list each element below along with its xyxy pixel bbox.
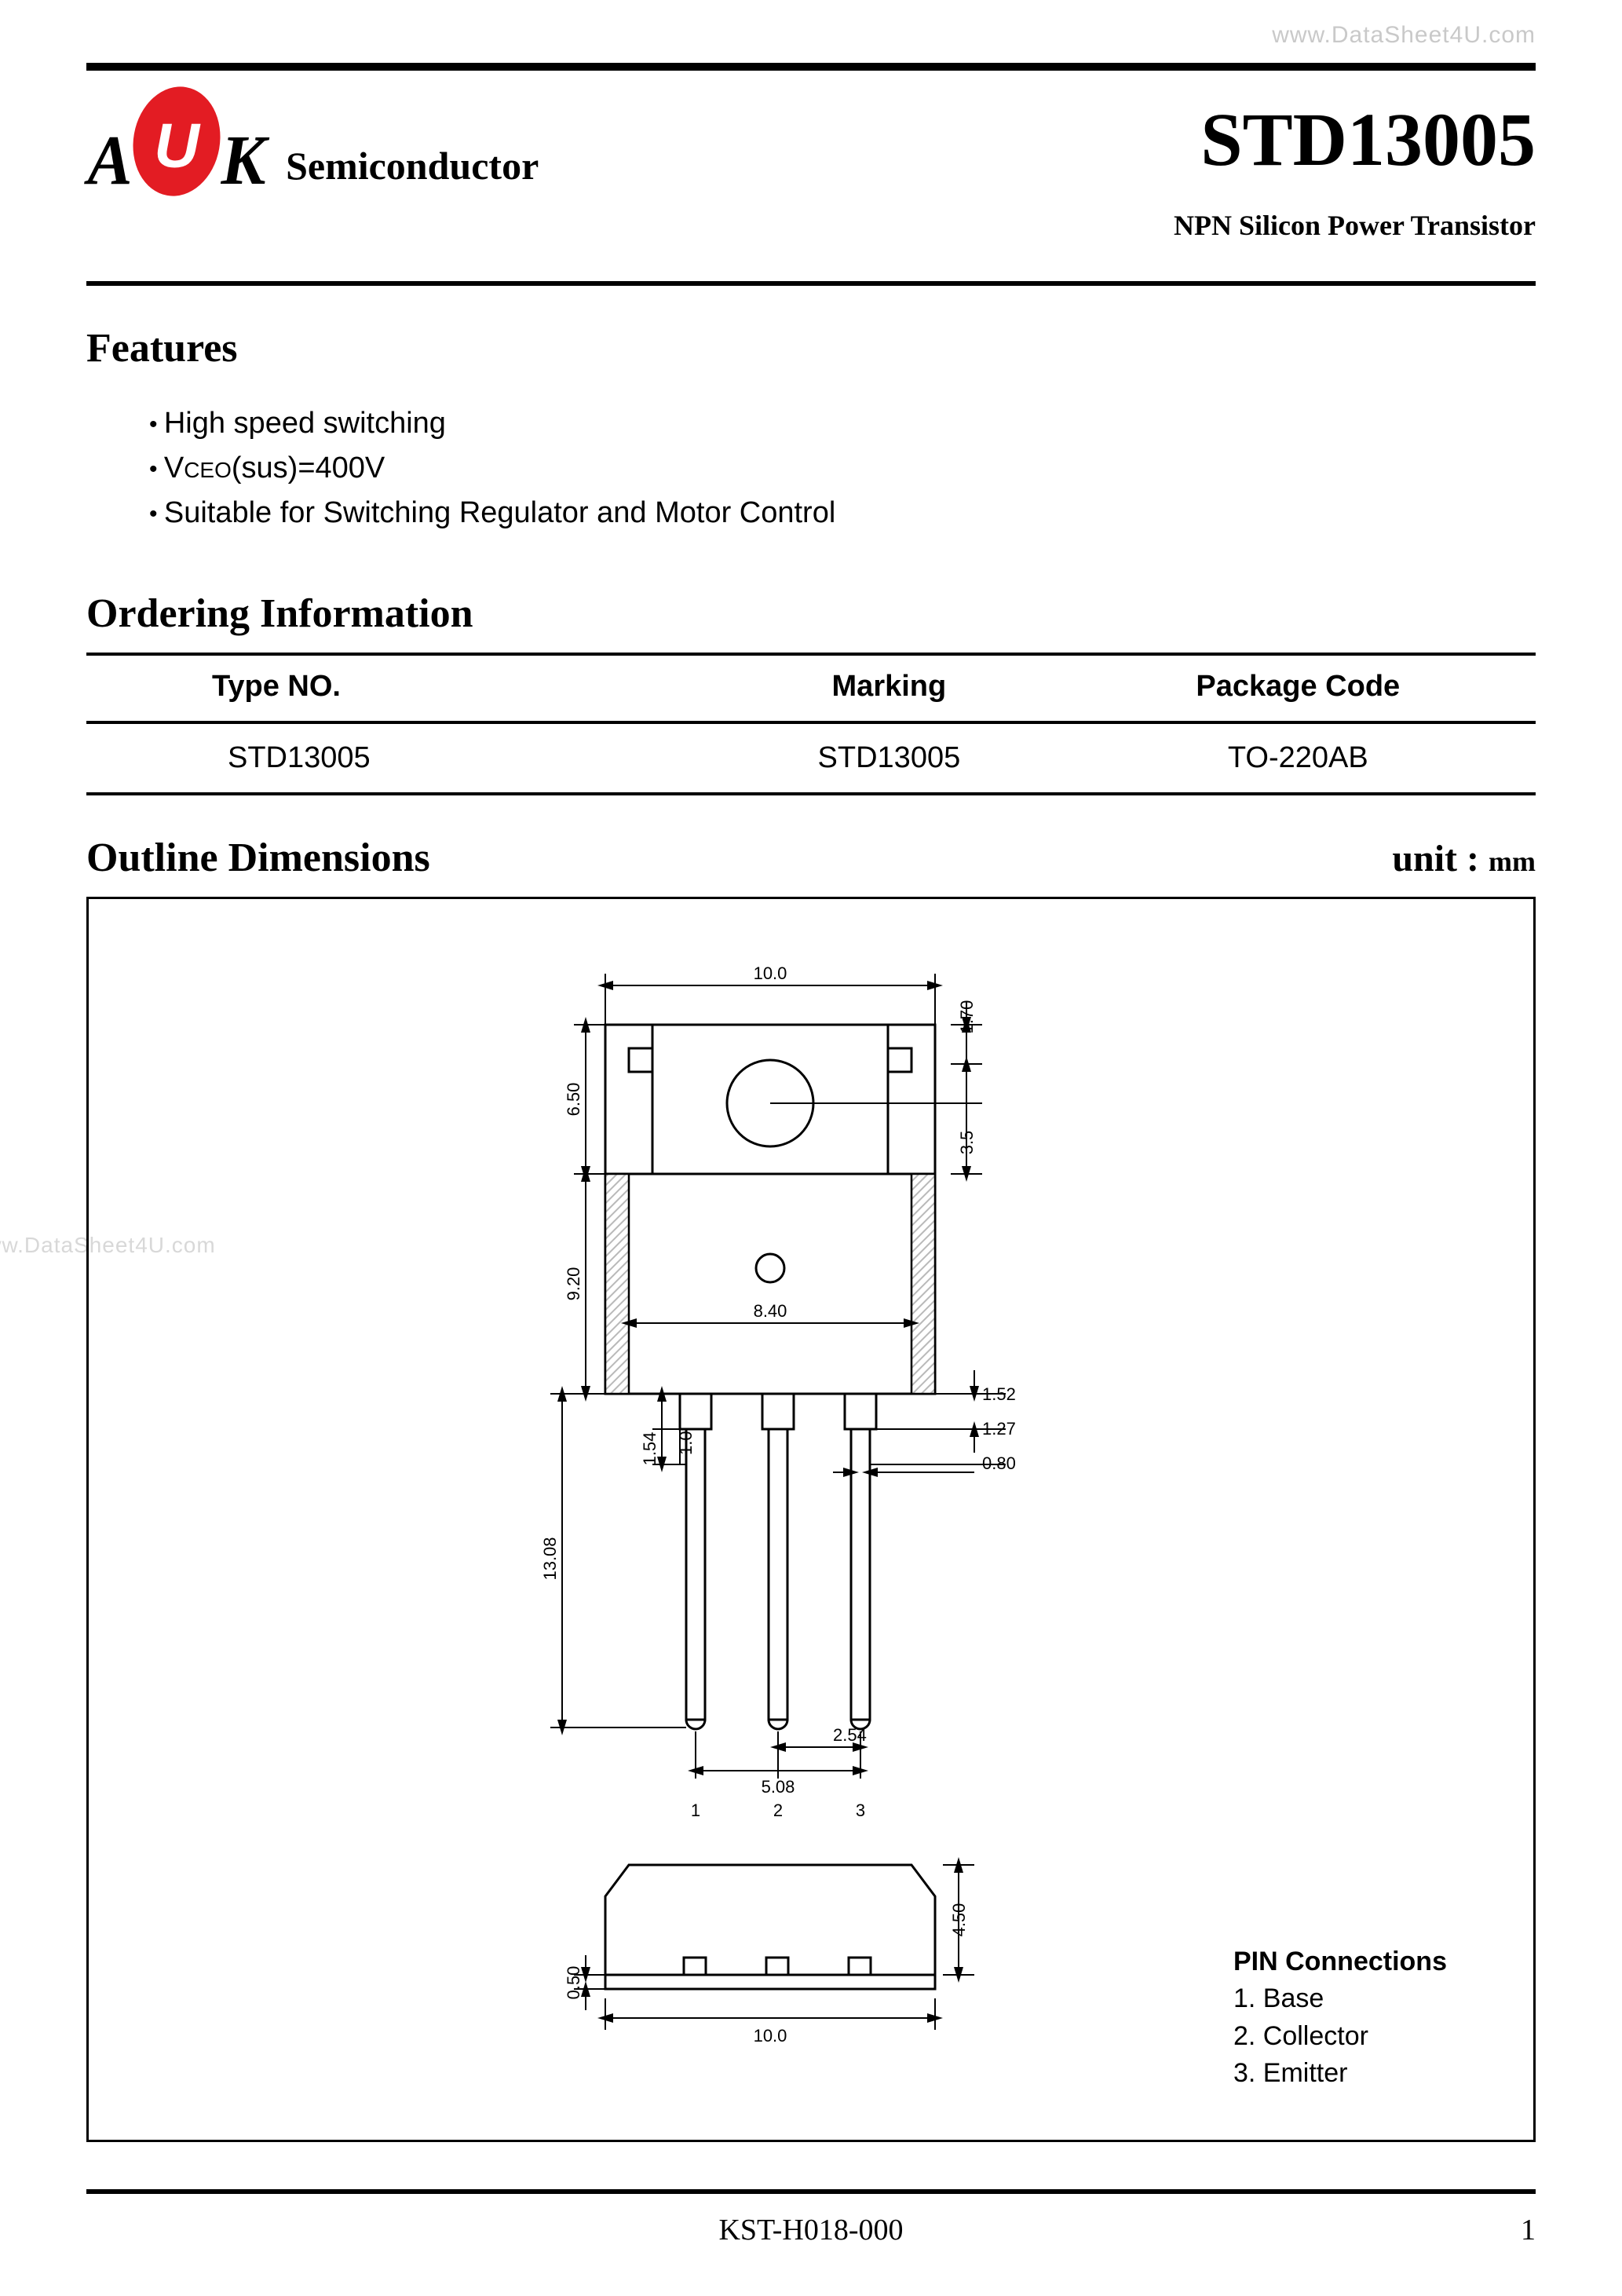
svg-text:9.20: 9.20 bbox=[564, 1267, 583, 1301]
header-divider bbox=[86, 281, 1536, 286]
svg-text:10.0: 10.0 bbox=[754, 2026, 787, 2046]
svg-text:8.40: 8.40 bbox=[754, 1301, 787, 1321]
to220-diagram: 8.40 bbox=[401, 938, 1108, 2100]
logo-letter-u: U bbox=[133, 102, 220, 196]
ordering-title: Ordering Information bbox=[86, 590, 1536, 637]
doc-number: KST-H018-000 bbox=[718, 2213, 903, 2247]
svg-text:5.08: 5.08 bbox=[762, 1777, 795, 1797]
pin-connections: PIN Connections 1. Base 2. Collector 3. … bbox=[1233, 1943, 1447, 2093]
svg-text:4.50: 4.50 bbox=[949, 1903, 969, 1937]
table-cell: STD13005 bbox=[718, 722, 1060, 794]
features-list: High speed switching VCEO(sus)=400V Suit… bbox=[118, 401, 1536, 536]
pin-item: 2. Collector bbox=[1233, 2018, 1447, 2056]
feature-item: VCEO(sus)=400V bbox=[149, 446, 1536, 491]
top-rule bbox=[86, 63, 1536, 71]
svg-text:3: 3 bbox=[856, 1801, 865, 1820]
svg-text:13.08: 13.08 bbox=[540, 1537, 560, 1580]
logo-semiconductor: Semiconductor bbox=[286, 143, 539, 196]
title-block: STD13005 NPN Silicon Power Transistor bbox=[1174, 102, 1536, 242]
svg-text:1: 1 bbox=[691, 1801, 700, 1820]
svg-text:10.0: 10.0 bbox=[754, 963, 787, 983]
svg-text:6.50: 6.50 bbox=[564, 1083, 583, 1117]
diagram-frame: 8.40 bbox=[86, 897, 1536, 2142]
table-header: Marking bbox=[718, 654, 1060, 722]
watermark-top: www.DataSheet4U.com bbox=[1272, 22, 1536, 49]
footer-rule bbox=[86, 2189, 1536, 2194]
svg-text:0.50: 0.50 bbox=[564, 1966, 583, 2000]
svg-text:2.54: 2.54 bbox=[833, 1725, 867, 1745]
pin-item: 3. Emitter bbox=[1233, 2055, 1447, 2093]
feature-item: High speed switching bbox=[149, 401, 1536, 446]
table-header: Type NO. bbox=[86, 654, 718, 722]
features-title: Features bbox=[86, 325, 1536, 371]
table-row: STD13005 STD13005 TO-220AB bbox=[86, 722, 1536, 794]
part-number: STD13005 bbox=[1174, 102, 1536, 177]
pin-item: 1. Base bbox=[1233, 1980, 1447, 2018]
footer: KST-H018-000 1 bbox=[86, 2200, 1536, 2247]
page-number: 1 bbox=[1521, 2213, 1536, 2247]
table-cell: STD13005 bbox=[86, 722, 718, 794]
pin-title: PIN Connections bbox=[1233, 1943, 1447, 1981]
logo-letter-a: A bbox=[88, 126, 133, 196]
svg-text:1.27: 1.27 bbox=[982, 1419, 1016, 1439]
subtitle: NPN Silicon Power Transistor bbox=[1174, 209, 1536, 242]
ordering-table: Type NO. Marking Package Code STD13005 S… bbox=[86, 653, 1536, 795]
svg-text:0.80: 0.80 bbox=[982, 1453, 1016, 1473]
svg-text:1.0: 1.0 bbox=[676, 1431, 696, 1455]
header-row: A U K Semiconductor STD13005 NPN Silicon… bbox=[86, 102, 1536, 242]
svg-text:1.52: 1.52 bbox=[982, 1384, 1016, 1404]
logo: A U K Semiconductor bbox=[86, 102, 539, 196]
svg-text:2: 2 bbox=[773, 1801, 783, 1820]
logo-letter-k: K bbox=[221, 126, 266, 196]
table-header: Package Code bbox=[1061, 654, 1536, 722]
table-cell: TO-220AB bbox=[1061, 722, 1536, 794]
unit-label: unit : mm bbox=[1392, 837, 1536, 880]
svg-text:1.54: 1.54 bbox=[640, 1432, 659, 1466]
outline-header: Outline Dimensions unit : mm bbox=[86, 835, 1536, 881]
outline-title: Outline Dimensions bbox=[86, 835, 430, 881]
feature-item: Suitable for Switching Regulator and Mot… bbox=[149, 491, 1536, 536]
svg-text:3.5: 3.5 bbox=[957, 1131, 977, 1155]
